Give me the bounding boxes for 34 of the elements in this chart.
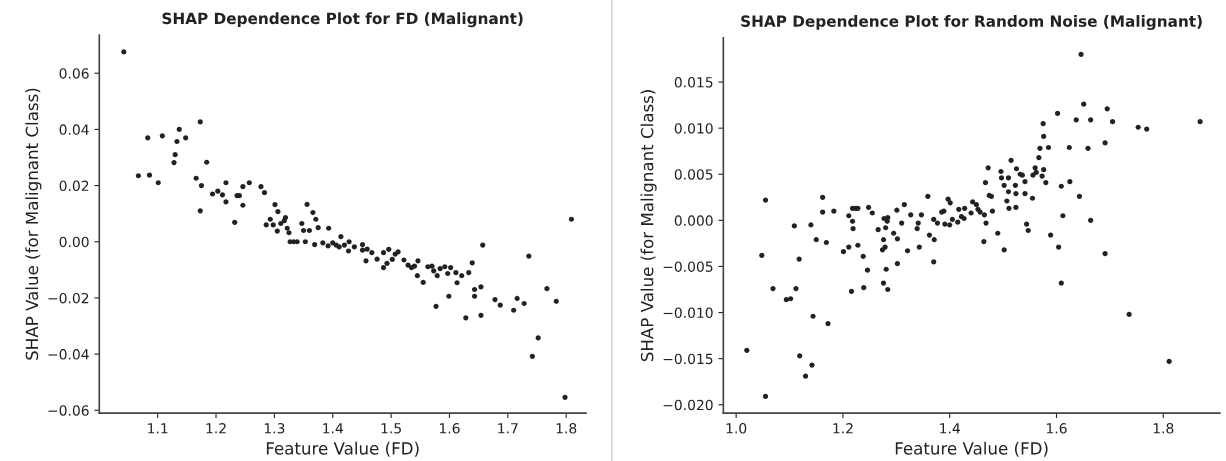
y-tick-label: 0.06 [59, 68, 89, 79]
x-tick-label: 1.2 [206, 423, 226, 434]
y-tick-label: −0.04 [48, 349, 89, 360]
x-tick-label: 1.6 [439, 423, 460, 434]
x-tick-label: 1.5 [381, 423, 401, 434]
y-tick-label: −0.015 [663, 353, 713, 365]
y-tick-label: 0.015 [674, 77, 713, 88]
y-tick-label: −0.010 [663, 307, 713, 319]
x-tick-label: 1.1 [148, 423, 168, 434]
x-tick-label: 1.3 [264, 423, 285, 434]
chart-title: SHAP Dependence Plot for Random Noise (Malignant) [741, 15, 1202, 30]
x-tick-label: 1.7 [498, 423, 518, 434]
y-tick-label: 0.02 [59, 180, 89, 192]
y-tick-label: 0.000 [674, 215, 713, 226]
y-tick-label: −0.06 [48, 405, 89, 416]
x-tick-label: 1.4 [940, 423, 960, 434]
x-tick-label: 1.8 [556, 423, 577, 434]
x-tick-label: 1.4 [323, 423, 344, 434]
y-axis-title: SHAP Value (for Malignant Class) [25, 88, 42, 360]
y-tick-label: −0.020 [663, 399, 713, 411]
x-tick-label: 1.0 [726, 423, 747, 434]
y-tick-label: 0.04 [59, 124, 89, 135]
y-tick-label: 0.005 [674, 169, 713, 180]
chart-title: SHAP Dependence Plot for FD (Malignant) [162, 12, 523, 28]
x-axis-title: Feature Value (FD) [266, 441, 419, 457]
y-axis-title: SHAP Value (for Malignant Class) [640, 90, 657, 362]
y-tick-label: −0.02 [48, 292, 89, 304]
y-tick-label: 0.00 [59, 236, 89, 248]
x-tick-label: 1.6 [1046, 423, 1067, 434]
y-tick-label: 0.010 [674, 123, 713, 134]
x-tick-label: 1.8 [1153, 423, 1174, 434]
x-axis-title: Feature Value (FD) [895, 441, 1048, 457]
y-tick-label: −0.005 [663, 261, 713, 272]
x-tick-label: 1.2 [833, 423, 853, 434]
